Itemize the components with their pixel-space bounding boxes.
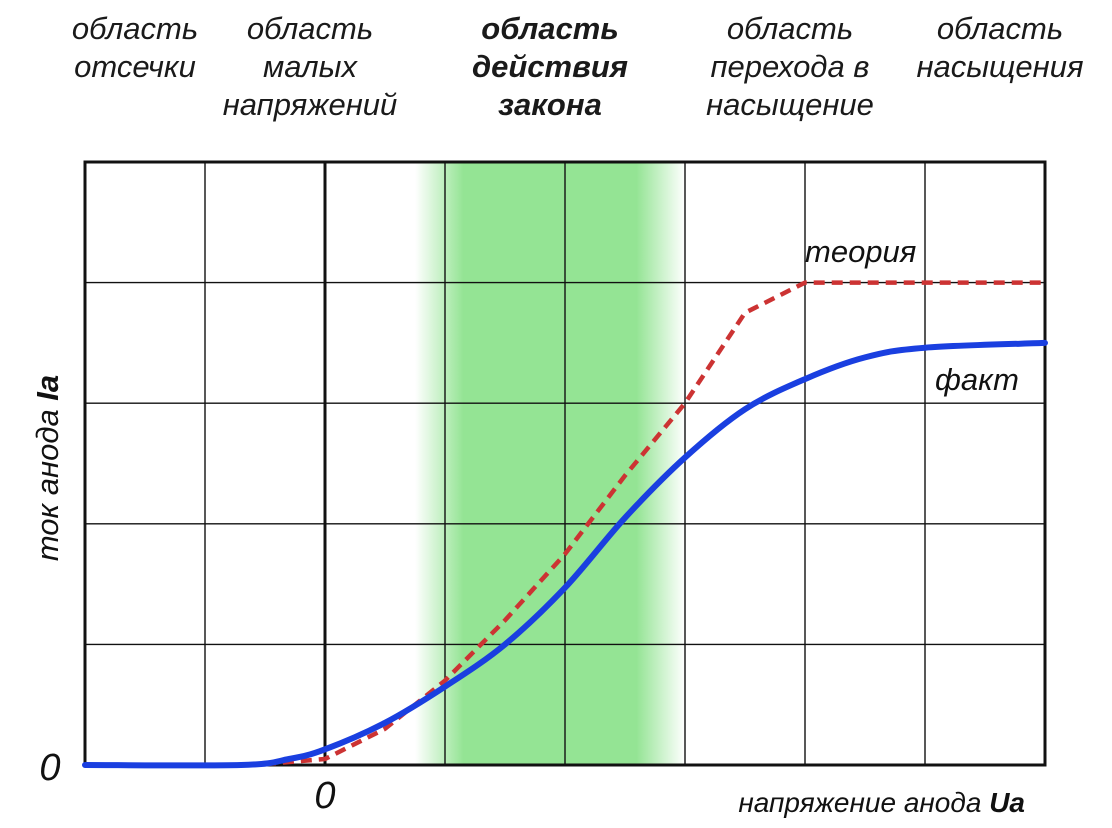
series-line-1	[82, 339, 1048, 769]
series-line-0	[85, 280, 1045, 768]
region-label-4: область насыщения	[916, 11, 1084, 84]
highlight-band	[415, 162, 685, 765]
region-label-2: область действия закона	[471, 11, 629, 122]
x-axis-label: напряжение анода Ua	[738, 787, 1025, 818]
region-label-1: область малых напряжений	[222, 11, 398, 122]
region-label-0: область отсечки	[71, 11, 199, 84]
y-axis-label: ток анода Ia	[30, 375, 65, 561]
series-label-1: факт	[935, 362, 1019, 397]
plot-border	[83, 160, 1047, 767]
series-label-0: теория	[805, 234, 916, 269]
y-axis-symbol: Ia	[30, 375, 65, 401]
x-axis-symbol: Ua	[989, 787, 1025, 818]
region-label-3: область перехода в насыщение	[706, 11, 874, 122]
y-axis-label-text: ток анода	[30, 401, 65, 562]
x-zero-label: 0	[314, 775, 335, 817]
x-axis-label-text: напряжение анода	[738, 787, 989, 818]
y-zero-label: 0	[39, 747, 60, 789]
